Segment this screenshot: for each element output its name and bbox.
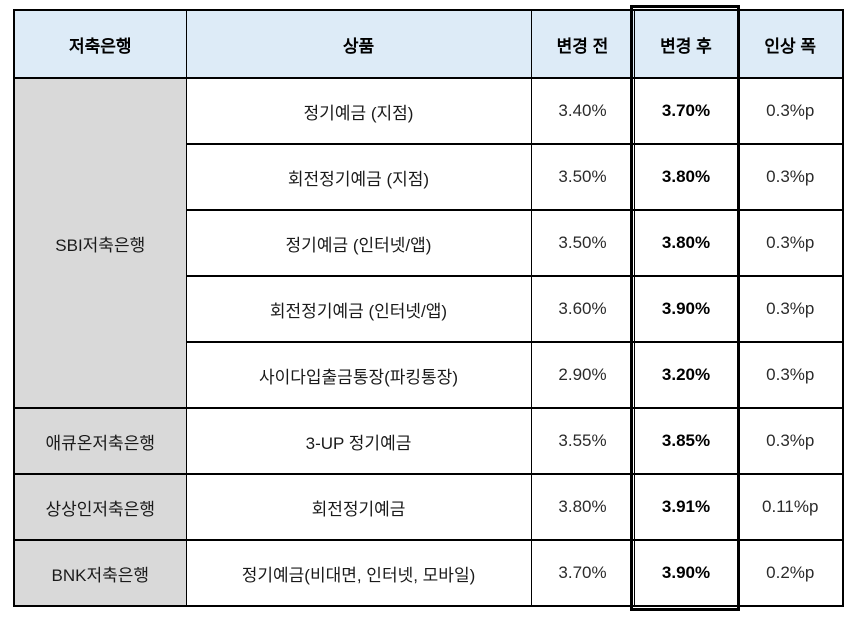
- increase-cell: 0.3%p: [737, 341, 844, 409]
- increase-cell: 0.2%p: [737, 539, 844, 607]
- increase-cell: 0.3%p: [737, 407, 844, 475]
- before-cell: 2.90%: [530, 341, 635, 409]
- after-cell: 3.85%: [633, 407, 739, 475]
- after-cell: 3.70%: [633, 77, 739, 145]
- before-cell: 3.70%: [530, 539, 635, 607]
- before-cell: 3.60%: [530, 275, 635, 343]
- product-cell: 3-UP 정기예금: [185, 407, 532, 475]
- increase-cell: 0.3%p: [737, 143, 844, 211]
- product-cell: 정기예금(비대면, 인터넷, 모바일): [185, 539, 532, 607]
- before-cell: 3.50%: [530, 143, 635, 211]
- after-cell: 3.90%: [633, 275, 739, 343]
- product-cell: 사이다입출금통장(파킹통장): [185, 341, 532, 409]
- after-cell: 3.91%: [633, 473, 739, 541]
- increase-cell: 0.3%p: [737, 209, 844, 277]
- product-cell: 회전정기예금 (인터넷/앱): [185, 275, 532, 343]
- table-row: 정기예금 (인터넷/앱) 3.50% 3.80% 0.3%p: [14, 209, 844, 277]
- product-cell: 회전정기예금: [185, 473, 532, 541]
- header-cell-before: 변경 전: [530, 9, 635, 79]
- table-row: 회전정기예금 (인터넷/앱) 3.60% 3.90% 0.3%p: [14, 275, 844, 343]
- header-cell-bank: 저축은행: [13, 9, 187, 79]
- after-cell: 3.20%: [633, 341, 739, 409]
- table-row: 회전정기예금 (지점) 3.50% 3.80% 0.3%p: [14, 143, 844, 211]
- after-cell: 3.90%: [633, 539, 739, 607]
- table-row: SBI저축은행 정기예금 (지점) 3.40% 3.70% 0.3%p: [13, 77, 844, 409]
- bank-cell: 상상인저축은행: [13, 473, 187, 541]
- product-cell: 회전정기예금 (지점): [185, 143, 532, 211]
- after-cell: 3.80%: [633, 209, 739, 277]
- table-row: 상상인저축은행 회전정기예금 3.80% 3.91% 0.11%p: [13, 473, 844, 541]
- header-row: 저축은행 상품 변경 전 변경 후 인상 폭: [13, 9, 844, 79]
- bank-cell: BNK저축은행: [13, 539, 187, 607]
- increase-cell: 0.11%p: [737, 473, 844, 541]
- header-cell-increase: 인상 폭: [737, 9, 844, 79]
- bank-cell: 애큐온저축은행: [13, 407, 187, 475]
- product-cell: 정기예금 (인터넷/앱): [185, 209, 532, 277]
- after-cell: 3.80%: [633, 143, 739, 211]
- before-cell: 3.80%: [530, 473, 635, 541]
- table-row: 사이다입출금통장(파킹통장) 2.90% 3.20% 0.3%p: [14, 341, 844, 409]
- header-cell-after: 변경 후: [633, 9, 739, 79]
- increase-cell: 0.3%p: [737, 275, 844, 343]
- increase-cell: 0.3%p: [737, 77, 844, 145]
- before-cell: 3.55%: [530, 407, 635, 475]
- table-row: BNK저축은행 정기예금(비대면, 인터넷, 모바일) 3.70% 3.90% …: [13, 539, 844, 607]
- before-cell: 3.40%: [530, 77, 635, 145]
- bank-cell: SBI저축은행: [13, 77, 187, 409]
- rate-change-table-wrap: 저축은행 상품 변경 전 변경 후 인상 폭 SBI저축은행 정기예금 (지점)…: [13, 9, 844, 607]
- before-cell: 3.50%: [530, 209, 635, 277]
- table-row: 애큐온저축은행 3-UP 정기예금 3.55% 3.85% 0.3%p: [13, 407, 844, 475]
- header-cell-product: 상품: [185, 9, 532, 79]
- rate-change-table: 저축은행 상품 변경 전 변경 후 인상 폭 SBI저축은행 정기예금 (지점)…: [13, 9, 844, 607]
- product-cell: 정기예금 (지점): [185, 77, 532, 145]
